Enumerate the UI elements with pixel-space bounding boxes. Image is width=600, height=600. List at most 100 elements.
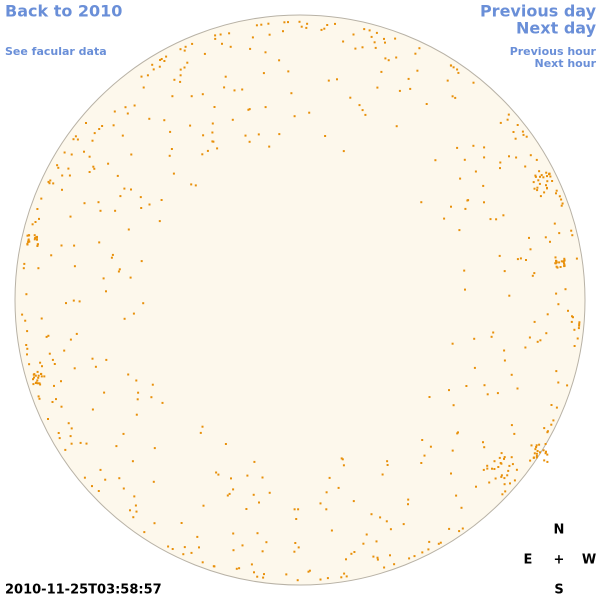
facula bbox=[308, 111, 311, 114]
facula bbox=[489, 218, 492, 221]
facula bbox=[459, 177, 462, 180]
facula bbox=[50, 254, 53, 257]
facula bbox=[535, 158, 538, 161]
facula bbox=[354, 47, 357, 50]
facula bbox=[498, 254, 501, 257]
facula bbox=[486, 464, 489, 467]
facula bbox=[206, 149, 209, 152]
next-day-link[interactable]: Next day bbox=[516, 19, 597, 38]
facula bbox=[255, 24, 258, 27]
facula bbox=[265, 541, 268, 544]
facula bbox=[473, 337, 476, 340]
facula bbox=[455, 494, 458, 497]
facula bbox=[198, 546, 200, 549]
facula bbox=[457, 431, 459, 434]
facula bbox=[340, 457, 343, 460]
facula bbox=[25, 344, 28, 346]
facula bbox=[497, 466, 500, 468]
facula bbox=[465, 385, 468, 387]
facula bbox=[558, 232, 561, 235]
facula bbox=[142, 302, 145, 305]
facula bbox=[576, 337, 579, 340]
previous-hour-link[interactable]: Previous hour bbox=[510, 45, 597, 58]
facula bbox=[202, 134, 205, 137]
facula bbox=[36, 243, 39, 246]
facula bbox=[573, 328, 576, 331]
facula bbox=[160, 58, 163, 60]
facula bbox=[503, 477, 506, 480]
facula bbox=[69, 435, 72, 438]
facula bbox=[118, 477, 121, 480]
facula bbox=[577, 327, 580, 330]
facula bbox=[191, 42, 194, 45]
facula bbox=[34, 221, 37, 223]
facula bbox=[555, 406, 558, 409]
facular-link[interactable]: See facular data bbox=[5, 45, 107, 58]
next-hour-link[interactable]: Next hour bbox=[535, 57, 597, 70]
facula bbox=[553, 222, 556, 225]
facula bbox=[451, 449, 454, 452]
facula bbox=[171, 548, 174, 550]
facula bbox=[130, 153, 133, 156]
facula bbox=[161, 401, 164, 404]
facula bbox=[482, 441, 484, 444]
facula bbox=[482, 184, 485, 187]
facula bbox=[539, 451, 541, 454]
facula bbox=[463, 158, 466, 161]
facula bbox=[101, 125, 104, 127]
compass-center: + bbox=[554, 553, 565, 568]
facula bbox=[202, 504, 205, 507]
facula bbox=[293, 550, 296, 553]
facula bbox=[555, 189, 558, 192]
facula bbox=[425, 103, 428, 105]
facula bbox=[543, 427, 546, 430]
facula bbox=[545, 450, 547, 453]
facula bbox=[57, 166, 60, 169]
facula bbox=[68, 174, 71, 177]
back-link[interactable]: Back to 2010 bbox=[5, 2, 122, 21]
facula bbox=[340, 576, 343, 579]
facula bbox=[33, 238, 36, 241]
facula bbox=[36, 245, 39, 247]
facula bbox=[306, 22, 309, 25]
facula bbox=[153, 522, 156, 525]
facula bbox=[555, 292, 558, 295]
facula bbox=[573, 345, 576, 347]
facula bbox=[67, 167, 70, 170]
facula bbox=[36, 208, 39, 210]
facula bbox=[575, 257, 578, 260]
facula bbox=[529, 248, 532, 251]
facula bbox=[253, 571, 255, 574]
facula bbox=[421, 551, 424, 554]
facula bbox=[150, 396, 153, 399]
facula bbox=[408, 557, 411, 560]
facula bbox=[536, 186, 539, 189]
facula bbox=[133, 495, 136, 498]
facula bbox=[65, 302, 67, 305]
facula bbox=[36, 370, 39, 373]
facula bbox=[345, 558, 347, 561]
facula bbox=[70, 427, 73, 430]
facula bbox=[83, 150, 85, 153]
facula bbox=[450, 472, 452, 475]
facula bbox=[55, 398, 57, 401]
facula bbox=[169, 130, 172, 133]
facula bbox=[381, 473, 384, 476]
facula bbox=[135, 510, 138, 513]
facula bbox=[37, 376, 40, 379]
facula bbox=[91, 357, 94, 360]
facula bbox=[492, 331, 495, 334]
facula bbox=[571, 234, 574, 237]
previous-day-link[interactable]: Previous day bbox=[480, 2, 597, 21]
facula bbox=[319, 578, 322, 581]
facula bbox=[268, 145, 271, 148]
facula bbox=[458, 530, 461, 533]
facula bbox=[235, 567, 238, 570]
facula bbox=[504, 490, 507, 493]
facula bbox=[76, 138, 79, 141]
facula bbox=[99, 468, 102, 471]
facula bbox=[219, 33, 222, 36]
facula bbox=[39, 361, 42, 364]
facula bbox=[508, 464, 511, 467]
facula bbox=[395, 125, 398, 128]
